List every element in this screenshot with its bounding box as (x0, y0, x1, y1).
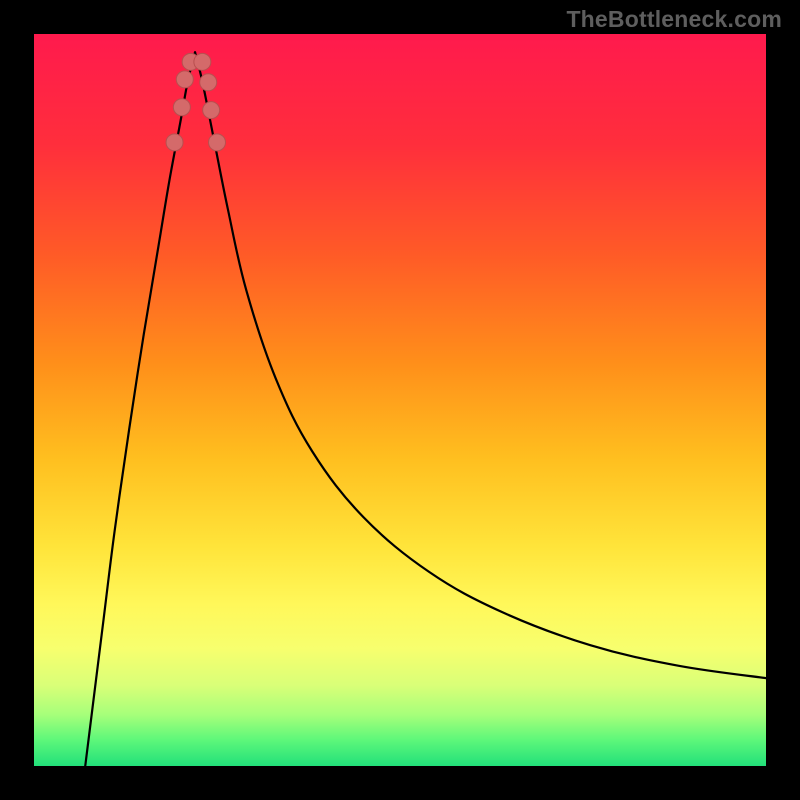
plot-area (34, 34, 766, 766)
marker-point (176, 71, 193, 88)
marker-point (166, 134, 183, 151)
plot-svg (34, 34, 766, 766)
gradient-background (34, 34, 766, 766)
marker-point (209, 134, 226, 151)
marker-point (200, 74, 217, 91)
watermark-label: TheBottleneck.com (566, 6, 782, 33)
chart-canvas: TheBottleneck.com (0, 0, 800, 800)
marker-point (194, 53, 211, 70)
marker-point (203, 102, 220, 119)
marker-point (173, 99, 190, 116)
